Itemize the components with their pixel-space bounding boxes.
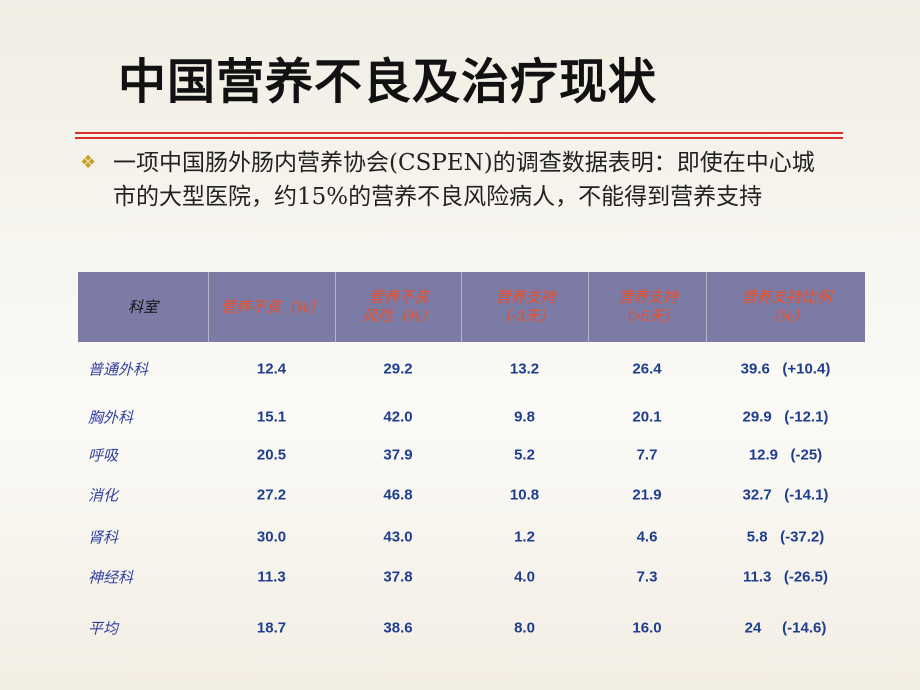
table-cell: 20.1 (632, 408, 662, 426)
row-label: 神经科 (88, 569, 134, 587)
table-cell: 11.3 (257, 568, 286, 586)
bullet-text: 一项中国肠外肠内营养协会(CSPEN)的调查数据表明：即使在中心城市的大型医院，… (113, 150, 815, 210)
table-cell: 16.0 (632, 619, 662, 637)
table-cell: 30.0 (256, 528, 287, 546)
header-cell: 营养支持比例 （%） (706, 272, 866, 342)
row-label: 消化 (88, 487, 119, 505)
table-cell: 27.2 (256, 486, 287, 504)
table-cell: 7.3 (636, 568, 658, 586)
table-cell: 37.9 (383, 446, 413, 464)
title-rule (75, 132, 843, 134)
table-cell: 10.8 (509, 486, 540, 504)
table-cell: 11.3 (-26.5) (742, 568, 829, 586)
header-cell: 营养支持 （>5天） (588, 272, 707, 342)
table-cell: 5.8 (-37.2) (746, 528, 825, 546)
table-cell: 43.0 (383, 528, 413, 546)
table-cell: 7.7 (636, 446, 658, 464)
table-header: 科室 营养不良（%） 营养不良 风险（%） 营养支持 （-3天） 营养支持 （>5天） 营养支持… (78, 272, 865, 342)
table-cell: 4.6 (636, 528, 658, 546)
header-cell: 科室 (78, 272, 208, 342)
header-text: 营养支持比例 (741, 289, 832, 306)
table-cell: 12.4 (256, 360, 287, 378)
table-cell: 38.6 (383, 619, 413, 637)
row-label: 平均 (88, 620, 119, 638)
table-cell: 18.7 (256, 619, 287, 637)
header-text: 营养支持 (495, 289, 556, 306)
table-cell: 37.8 (383, 568, 413, 586)
table-cell: 5.2 (514, 446, 535, 464)
row-label: 肾科 (88, 529, 119, 547)
header-text: 营养支持 (617, 289, 678, 306)
header-cell: 营养不良风险（%） (335, 272, 462, 342)
table-cell: 46.8 (383, 486, 413, 504)
table-cell: 32.7 (-14.1) (742, 486, 829, 504)
table-cell: 29.9 (-12.1) (742, 408, 829, 426)
header-cell: 营养支持 （-3天） (461, 272, 589, 342)
table-cell: 42.0 (383, 408, 413, 426)
row-label: 普通外科 (88, 361, 149, 379)
table-cell: 21.9 (632, 486, 662, 504)
header-text: 风险（%） (362, 308, 436, 325)
header-text: （>5天） (616, 308, 680, 325)
table-cell: 9.8 (514, 408, 535, 426)
header-text: （-3天） (496, 308, 555, 325)
header-cell: 营养不良（%） (208, 272, 336, 342)
header-text: （%） (764, 308, 809, 325)
table-cell: 8.0 (514, 619, 535, 637)
table-cell: 26.4 (632, 360, 662, 378)
header-text: 科室 (127, 298, 158, 316)
table-cell: 13.2 (509, 360, 540, 378)
bullet-icon: ❖ (80, 152, 97, 172)
row-label: 呼吸 (88, 447, 119, 465)
header-text: 营养不良 (368, 289, 429, 306)
table-cell: 24 (-14.6) (744, 619, 827, 637)
table-cell: 12.9 (-25) (748, 446, 823, 464)
table-cell: 4.0 (514, 568, 535, 586)
table-cell: 15.1 (256, 408, 287, 426)
table-cell: 39.6 (+10.4) (740, 360, 831, 378)
header-text: 营养不良（%） (220, 298, 325, 316)
title-rule (75, 137, 843, 139)
slide-title: 中国营养不良及治疗现状 (118, 56, 658, 109)
row-label: 胸外科 (88, 409, 134, 427)
table-cell: 29.2 (383, 360, 413, 378)
table-cell: 1.2 (514, 528, 535, 546)
table-cell: 20.5 (256, 446, 287, 464)
